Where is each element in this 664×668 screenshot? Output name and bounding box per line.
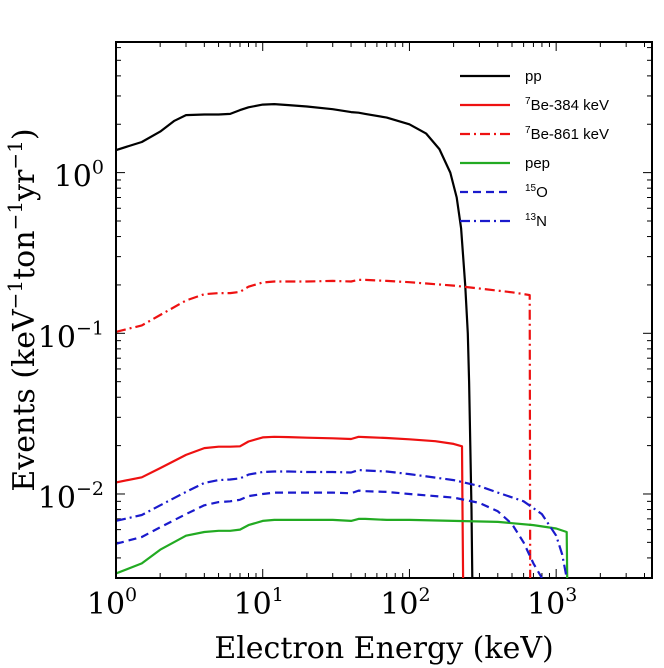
y-label-part: ) xyxy=(7,128,42,140)
y-label-part: yr xyxy=(7,169,42,202)
y-label-sup: −1 xyxy=(3,140,27,169)
series-line-5 xyxy=(117,468,568,578)
y-label-sup: −1 xyxy=(3,201,27,230)
x-axis-label: Electron Energy (keV) xyxy=(214,631,553,666)
y-label-sup: −1 xyxy=(3,280,27,309)
y-axis-label: Events (keV−1ton−1yr−1) xyxy=(3,128,42,491)
series-line-0 xyxy=(117,103,474,578)
x-tick-label: 102 xyxy=(380,584,430,622)
legend-label: 7Be-384 keV xyxy=(525,96,609,114)
legend-label: 13N xyxy=(525,212,547,230)
x-tick-label: 103 xyxy=(527,584,577,622)
legend-label: 7Be-861 keV xyxy=(525,125,609,143)
x-tick-label: 101 xyxy=(234,584,284,622)
y-label-part: ton xyxy=(7,230,42,279)
y-label-part: Events (keV xyxy=(7,308,42,492)
y-tick-label: 100 xyxy=(54,157,104,195)
series-line-3 xyxy=(117,517,569,578)
legend-label: pp xyxy=(525,68,542,85)
legend-label: 15O xyxy=(525,183,548,201)
legend: pp 7Be-384 keV 7Be-861 keV pep 15O 13N xyxy=(460,68,609,230)
plot-frame xyxy=(115,41,653,579)
series-line-4 xyxy=(117,489,543,578)
series-line-1 xyxy=(117,435,465,578)
legend-label: pep xyxy=(525,155,550,172)
series-lines xyxy=(117,103,569,578)
tick-labels: 100 101 102 103 100 10−1 10−2 xyxy=(38,157,578,622)
axis-ticks xyxy=(115,42,652,579)
x-tick-label: 100 xyxy=(87,584,137,622)
y-tick-label: 10−2 xyxy=(38,478,104,516)
y-tick-label: 10−1 xyxy=(38,317,104,355)
